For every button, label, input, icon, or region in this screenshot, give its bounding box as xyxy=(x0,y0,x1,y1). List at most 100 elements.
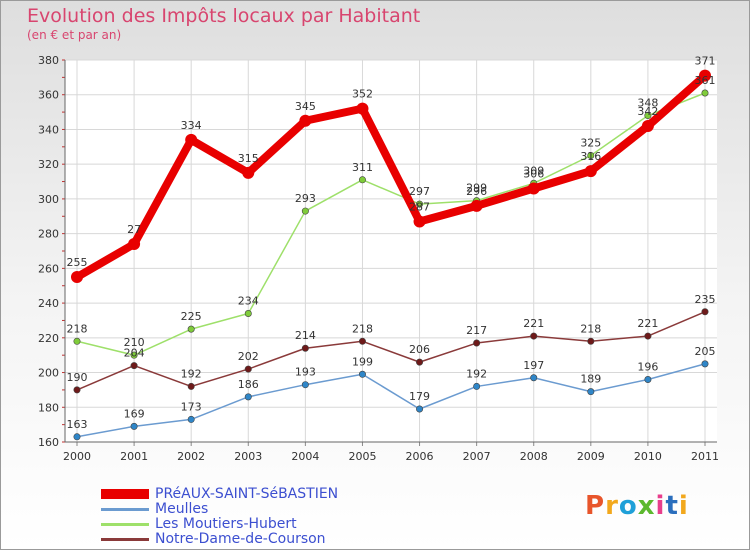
data-label: 173 xyxy=(181,400,202,413)
x-tick-label: 2002 xyxy=(177,450,205,463)
data-point xyxy=(358,337,366,345)
x-tick-label: 2006 xyxy=(406,450,434,463)
y-tick-label: 240 xyxy=(38,297,59,310)
data-label: 361 xyxy=(695,74,716,87)
logo-letter: o xyxy=(618,491,638,521)
data-point xyxy=(644,332,652,340)
data-label: 202 xyxy=(238,350,259,363)
data-point xyxy=(587,388,595,396)
data-label: 192 xyxy=(466,367,487,380)
legend-item-preaux: PRéAUX-SAINT-SéBASTIEN xyxy=(101,486,338,502)
data-label: 206 xyxy=(409,343,430,356)
data-point xyxy=(73,337,81,345)
data-label: 221 xyxy=(637,317,658,330)
data-label: 348 xyxy=(637,97,658,110)
y-tick-label: 160 xyxy=(38,436,59,449)
data-label: 205 xyxy=(695,345,716,358)
x-tick-label: 2008 xyxy=(520,450,548,463)
data-label: 196 xyxy=(637,360,658,373)
data-point xyxy=(701,308,709,316)
logo-letter: P xyxy=(585,491,606,521)
data-point xyxy=(416,358,424,366)
y-tick-label: 200 xyxy=(38,367,59,380)
logo-letter: r xyxy=(605,491,619,521)
data-label: 27 xyxy=(127,223,141,236)
data-label: 325 xyxy=(580,137,601,150)
y-tick-label: 360 xyxy=(38,89,59,102)
data-label: 192 xyxy=(181,367,202,380)
series-line xyxy=(76,92,706,356)
data-point xyxy=(185,133,198,146)
x-tick-label: 2009 xyxy=(577,450,605,463)
data-point xyxy=(301,344,309,352)
data-label: 293 xyxy=(295,192,316,205)
y-tick-label: 320 xyxy=(38,158,59,171)
y-tick-label: 380 xyxy=(38,54,59,67)
data-label: 225 xyxy=(181,310,202,323)
data-point xyxy=(473,339,481,347)
data-label: 217 xyxy=(466,324,487,337)
chart-subtitle: (en € et par an) xyxy=(27,28,122,42)
legend-swatch-preaux xyxy=(101,489,149,499)
data-label: 299 xyxy=(466,182,487,195)
data-label: 204 xyxy=(124,347,145,360)
data-point xyxy=(73,386,81,394)
data-label: 210 xyxy=(124,336,145,349)
legend-label-moutiers: Les Moutiers-Hubert xyxy=(155,516,297,532)
x-tick-label: 2007 xyxy=(463,450,491,463)
data-point xyxy=(244,393,252,401)
data-point xyxy=(644,375,652,383)
data-point xyxy=(187,325,195,333)
data-point xyxy=(301,207,309,215)
data-label: 169 xyxy=(124,407,145,420)
x-tick-label: 2010 xyxy=(634,450,662,463)
y-tick-label: 300 xyxy=(38,193,59,206)
data-point xyxy=(587,152,595,160)
data-label: 234 xyxy=(238,295,259,308)
data-point xyxy=(701,89,709,97)
legend-swatch-courson xyxy=(101,537,149,541)
data-point xyxy=(130,351,138,359)
data-point xyxy=(473,382,481,390)
legend-item-courson: Notre-Dame-de-Courson xyxy=(101,531,326,547)
data-point xyxy=(244,365,252,373)
data-point xyxy=(242,166,255,179)
x-tick-label: 2004 xyxy=(291,450,319,463)
data-label: 193 xyxy=(295,366,316,379)
legend-label-meulles: Meulles xyxy=(155,501,209,517)
data-label: 221 xyxy=(523,317,544,330)
data-label: 214 xyxy=(295,329,316,342)
data-label: 311 xyxy=(352,161,373,174)
data-label: 186 xyxy=(238,378,259,391)
data-label: 163 xyxy=(67,418,88,431)
data-label: 334 xyxy=(181,119,202,132)
data-label: 255 xyxy=(67,256,88,269)
legend-swatch-moutiers xyxy=(101,522,149,526)
chart-title: Evolution des Impôts locaux par Habitant xyxy=(27,5,421,27)
data-label: 287 xyxy=(409,200,430,213)
legend-item-moutiers: Les Moutiers-Hubert xyxy=(101,516,297,532)
data-label: 179 xyxy=(409,390,430,403)
data-label: 342 xyxy=(637,105,658,118)
legend-label-preaux: PRéAUX-SAINT-SéBASTIEN xyxy=(155,486,339,502)
data-label: 345 xyxy=(295,100,316,113)
data-point xyxy=(527,182,540,195)
series-line xyxy=(73,71,709,282)
data-point xyxy=(128,238,141,251)
data-point xyxy=(530,374,538,382)
data-point xyxy=(71,271,83,284)
data-label: 316 xyxy=(580,150,601,163)
data-point xyxy=(644,112,652,120)
x-tick-label: 2005 xyxy=(348,450,376,463)
data-label: 199 xyxy=(352,355,373,368)
data-point xyxy=(530,332,538,340)
data-point xyxy=(699,69,711,82)
data-point xyxy=(244,310,252,318)
y-tick-label: 260 xyxy=(38,262,59,275)
y-tick-label: 280 xyxy=(38,228,59,241)
data-point xyxy=(299,114,312,127)
data-label: 190 xyxy=(67,371,88,384)
x-tick-label: 2011 xyxy=(691,450,719,463)
data-point xyxy=(187,382,195,390)
